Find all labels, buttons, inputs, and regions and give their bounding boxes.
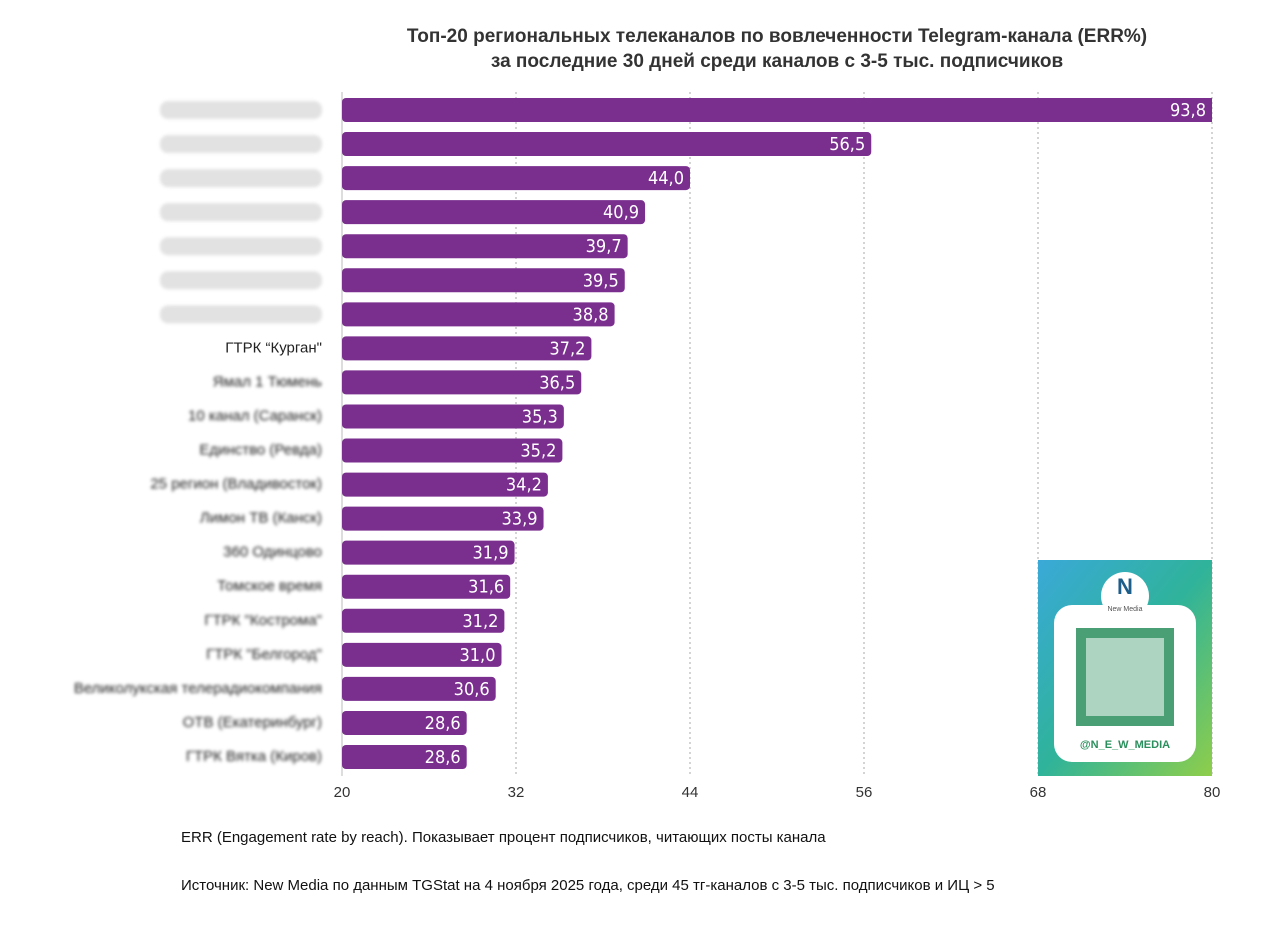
blurred-label (160, 101, 322, 119)
footnote: Источник: New Media по данным TGStat на … (181, 877, 995, 894)
bar (342, 302, 615, 327)
plot: 20 32 44 56 68 80 93,8 56,5 44,0 40,9 39,7 39,5 38,8… (74, 92, 1221, 801)
y-tick-label: ОТВ (Екатеринбург) (183, 714, 322, 731)
value-label: 36,5 (539, 372, 575, 393)
value-label: 93,8 (1170, 100, 1206, 121)
x-tick-label: 80 (1204, 784, 1221, 801)
bar (342, 370, 582, 395)
x-tick-label: 56 (856, 784, 873, 801)
blurred-label (160, 169, 322, 188)
bar (342, 574, 511, 599)
value-label: 35,3 (522, 406, 558, 427)
bar (342, 608, 505, 633)
bar (342, 506, 544, 531)
value-label: 56,5 (829, 134, 865, 155)
footnote: ERR (Engagement rate by reach). Показыва… (181, 829, 826, 846)
value-label: 31,2 (462, 611, 498, 632)
bar (342, 745, 467, 769)
value-label: 38,8 (573, 304, 609, 325)
qr-caption: @N_E_W_MEDIA (1080, 739, 1170, 751)
bar (342, 404, 564, 429)
bars (342, 98, 1212, 769)
qr-badge: N New Media @N_E_W_MEDIA (1038, 560, 1212, 776)
value-label: 35,2 (520, 441, 556, 462)
y-tick-label: ГТРК "Кострома" (204, 612, 322, 629)
qr-code-pattern (1086, 638, 1164, 716)
chart-title: Топ-20 региональных телеканалов по вовле… (407, 26, 1147, 47)
value-label: 28,6 (425, 713, 461, 734)
bar (342, 268, 625, 293)
value-label: 44,0 (648, 168, 684, 189)
bar (342, 200, 646, 225)
y-tick-label: 10 канал (Саранск) (188, 407, 322, 424)
y-tick-label: ГТРК Вятка (Киров) (186, 748, 322, 765)
x-tick-label: 68 (1030, 784, 1047, 801)
bar (342, 676, 496, 701)
value-label: 31,6 (468, 577, 504, 598)
value-label: 40,9 (603, 202, 639, 223)
y-tick-label: Единство (Ревда) (199, 441, 322, 458)
x-tick-label: 20 (334, 784, 351, 801)
bar (342, 472, 548, 497)
y-tick-label: 360 Одинцово (223, 544, 322, 561)
bar (342, 98, 1212, 122)
bar (342, 642, 502, 667)
x-tick-label: 32 (508, 784, 525, 801)
value-label: 39,7 (586, 236, 622, 257)
y-tick-label: Великолукская телерадиокомпания (74, 680, 322, 697)
value-label: 31,9 (473, 543, 509, 564)
y-tick-label: Лимон ТВ (Канск) (200, 510, 322, 527)
value-label: 37,2 (549, 338, 585, 359)
value-label: 30,6 (454, 679, 490, 700)
value-label: 39,5 (583, 270, 619, 291)
qr-logo-circle (1101, 572, 1149, 620)
y-tick-label: ГТРК "Белгород" (206, 646, 322, 663)
value-label: 28,6 (425, 747, 461, 768)
blurred-label (160, 305, 322, 324)
bar (342, 166, 690, 191)
value-label: 33,9 (502, 509, 538, 530)
x-tick-label: 44 (682, 784, 699, 801)
bar (342, 710, 467, 735)
y-tick-label: ГТРК “Курган" (225, 339, 322, 356)
blurred-label (160, 135, 322, 154)
bar (342, 336, 592, 361)
blurred-label (160, 203, 322, 222)
bar (342, 234, 628, 259)
bar (342, 540, 515, 565)
qr-logo-mark: N (1117, 574, 1133, 599)
blurred-label (160, 237, 322, 256)
bar (342, 132, 872, 157)
qr-logo-text: New Media (1107, 606, 1142, 613)
y-tick-label: Томское время (217, 578, 322, 595)
y-tick-label: 25 регион (Владивосток) (150, 476, 322, 493)
blurred-label (160, 271, 322, 290)
bar (342, 438, 563, 463)
y-tick-label: Ямал 1 Тюмень (213, 373, 322, 390)
chart-title: за последние 30 дней среди каналов с 3-5… (491, 51, 1063, 72)
value-label: 31,0 (459, 645, 495, 666)
value-label: 34,2 (506, 475, 542, 496)
